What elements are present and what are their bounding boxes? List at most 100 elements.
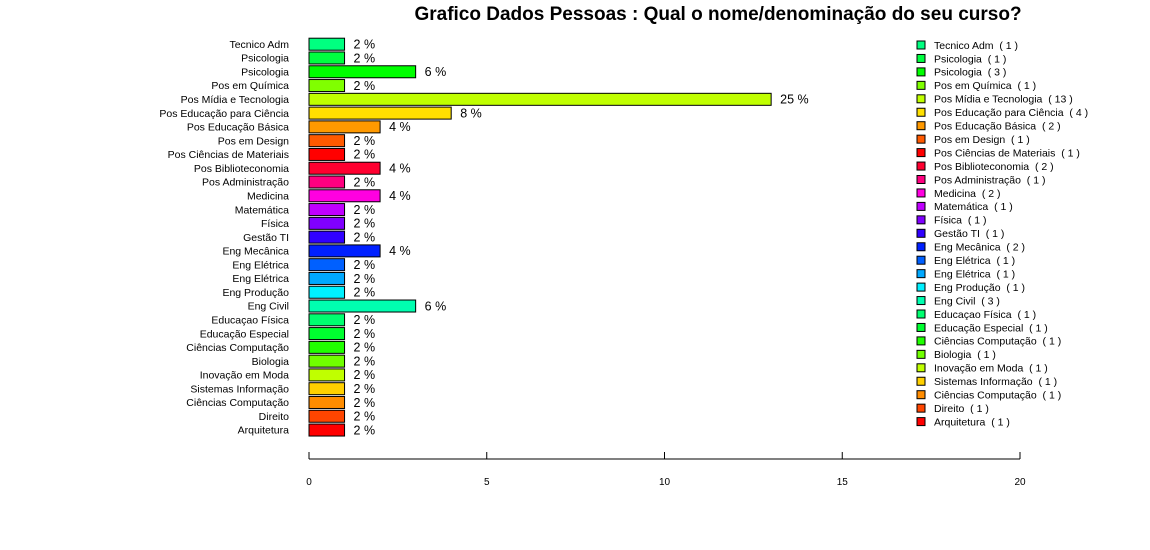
bar <box>308 327 346 341</box>
bar <box>308 51 346 65</box>
category-label: Gestão TI <box>243 232 289 244</box>
data-label: 2 % <box>354 410 376 424</box>
legend-label: Educação Especial ( 1 ) <box>934 322 1048 334</box>
category-label: Pos Educação Básica <box>187 122 289 134</box>
legend-swatch <box>916 228 926 238</box>
legend-swatch <box>916 161 926 171</box>
legend-label: Pos Administração ( 1 ) <box>934 174 1045 186</box>
legend-swatch <box>916 376 926 386</box>
legend-label: Eng Mecânica ( 2 ) <box>934 242 1025 254</box>
data-label: 4 % <box>389 189 411 203</box>
legend-swatch <box>916 336 926 346</box>
category-label: Psicologia <box>241 66 289 78</box>
legend-swatch <box>916 53 926 63</box>
legend-swatch <box>916 282 926 292</box>
legend-swatch <box>916 188 926 198</box>
legend-label: Pos Ciências de Materiais ( 1 ) <box>934 147 1080 159</box>
data-label: 2 % <box>354 368 376 382</box>
bar <box>308 106 452 120</box>
data-label: 2 % <box>354 327 376 341</box>
legend-swatch <box>916 390 926 400</box>
data-label: 6 % <box>425 299 447 313</box>
bar <box>308 79 346 93</box>
legend-label: Eng Elétrica ( 1 ) <box>934 268 1015 280</box>
bar <box>308 340 346 354</box>
data-label: 2 % <box>354 175 376 189</box>
data-label: 8 % <box>460 106 482 120</box>
bar <box>308 244 381 258</box>
bar <box>308 354 346 368</box>
legend-label: Eng Civil ( 3 ) <box>934 295 1000 307</box>
category-label: Matemática <box>235 204 289 216</box>
legend-label: Matemática ( 1 ) <box>934 201 1013 213</box>
category-label: Ciências Computação <box>186 397 289 409</box>
data-label: 2 % <box>354 38 376 52</box>
data-label: 2 % <box>354 313 376 327</box>
bar <box>308 216 346 230</box>
bar <box>308 203 346 217</box>
category-label: Eng Civil <box>248 301 289 313</box>
category-label: Eng Elétrica <box>232 259 289 271</box>
chart-title: Grafico Dados Pessoas : Qual o nome/deno… <box>414 4 1021 25</box>
data-label: 2 % <box>354 203 376 217</box>
bar <box>308 382 346 396</box>
legend-label: Física ( 1 ) <box>934 215 987 227</box>
legend-swatch <box>916 201 926 211</box>
legend-label: Eng Elétrica ( 1 ) <box>934 255 1015 267</box>
x-tick-label: 20 <box>1014 477 1026 488</box>
bars-layer: Tecnico Adm 2 % Psicologia 2 % Psicologia 6 %… <box>159 38 808 438</box>
bar <box>308 120 381 134</box>
category-label: Biologia <box>252 356 290 368</box>
bar <box>308 37 346 51</box>
bar <box>308 368 346 382</box>
legend-label: Arquitetura ( 1 ) <box>934 416 1010 428</box>
category-label: Arquitetura <box>238 425 290 437</box>
legend-swatch <box>916 242 926 252</box>
bar <box>308 65 417 79</box>
data-label: 2 % <box>354 230 376 244</box>
category-label: Física <box>261 218 289 230</box>
legend-label: Pos em Química ( 1 ) <box>934 80 1036 92</box>
bar <box>308 134 346 148</box>
legend-label: Sistemas Informação ( 1 ) <box>934 376 1057 388</box>
category-label: Pos Mídia e Tecnologia <box>181 94 290 106</box>
data-label: 2 % <box>354 217 376 231</box>
legend-label: Pos Biblioteconomia ( 2 ) <box>934 161 1054 173</box>
bar <box>308 92 772 106</box>
bar <box>308 161 381 175</box>
category-label: Sistemas Informação <box>190 383 289 395</box>
category-label: Direito <box>259 411 290 423</box>
legend-swatch <box>916 349 926 359</box>
legend-label: Pos Mídia e Tecnologia ( 13 ) <box>934 94 1073 106</box>
legend-swatch <box>916 80 926 90</box>
category-label: Eng Elétrica <box>232 273 289 285</box>
category-label: Pos Ciências de Materiais <box>168 149 289 161</box>
category-label: Pos em Design <box>218 135 289 147</box>
legend-swatch <box>916 148 926 158</box>
data-label: 2 % <box>354 258 376 272</box>
category-label: Pos em Química <box>211 80 289 92</box>
legend-swatch <box>916 269 926 279</box>
legend-swatch <box>916 309 926 319</box>
legend-swatch <box>916 121 926 131</box>
legend-label: Educaçao Física ( 1 ) <box>934 309 1036 321</box>
legend-swatch <box>916 94 926 104</box>
category-label: Tecnico Adm <box>229 39 289 51</box>
bar <box>308 313 346 327</box>
data-label: 6 % <box>425 65 447 79</box>
x-tick-label: 5 <box>484 477 490 488</box>
data-label: 4 % <box>389 162 411 176</box>
category-label: Psicologia <box>241 53 289 65</box>
bar <box>308 423 346 437</box>
category-label: Educaçao Física <box>211 315 289 327</box>
category-label: Ciências Computação <box>186 342 289 354</box>
data-label: 4 % <box>389 244 411 258</box>
data-label: 2 % <box>354 134 376 148</box>
bar <box>308 409 346 423</box>
data-label: 2 % <box>354 272 376 286</box>
legend-swatch <box>916 403 926 413</box>
data-label: 2 % <box>354 148 376 162</box>
legend-label: Pos em Design ( 1 ) <box>934 134 1030 146</box>
x-tick-label: 10 <box>659 477 671 488</box>
